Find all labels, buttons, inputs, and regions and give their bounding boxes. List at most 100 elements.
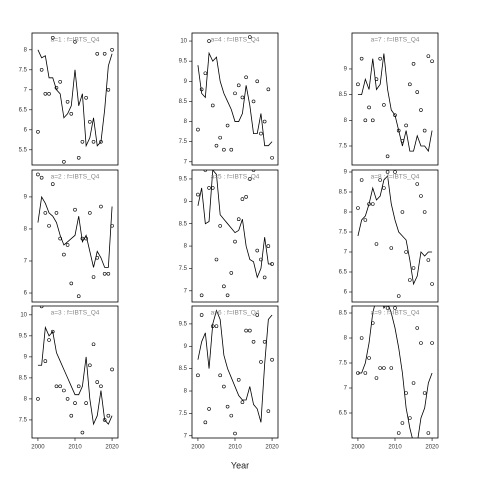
x-axis-label: Year (231, 460, 249, 470)
data-point (367, 356, 371, 360)
data-point (259, 257, 263, 262)
data-point (73, 207, 77, 212)
y-tick-label: 7 (184, 159, 188, 165)
data-point (359, 178, 364, 182)
panel: 6 7 8 9 a=2 : f=IBTS_Q4 (24, 169, 119, 303)
data-point (65, 397, 70, 401)
data-point (404, 391, 408, 395)
data-point (382, 366, 386, 370)
data-point (255, 248, 260, 253)
data-point (419, 108, 423, 112)
y-tick-label: 9 (24, 354, 28, 360)
data-point (415, 90, 420, 94)
y-tick-label: 6 (24, 127, 28, 133)
data-point (106, 88, 111, 92)
data-point (69, 281, 74, 286)
data-point (244, 195, 248, 199)
plot-area (196, 170, 274, 298)
data-point (69, 413, 74, 418)
y-tick-label: 10 (20, 312, 27, 318)
data-point (363, 118, 368, 123)
data-point (229, 271, 234, 275)
data-point (207, 407, 211, 411)
x-tick-label: 2010 (68, 445, 82, 451)
data-point (222, 147, 226, 152)
data-point (236, 378, 241, 382)
y-tick-label: 8 (184, 119, 188, 125)
data-point (203, 420, 208, 425)
data-point (404, 250, 408, 254)
data-point (266, 409, 271, 413)
data-point (91, 275, 96, 279)
data-point (393, 170, 397, 174)
y-tick-label: 9.5 (179, 321, 188, 327)
data-point (255, 79, 260, 84)
fit-line (357, 175, 433, 286)
data-point (207, 39, 211, 43)
data-point (240, 95, 245, 100)
data-point (62, 160, 66, 164)
panel-title: a=6 : f=IBTS_Q4 (211, 310, 260, 317)
panel-title: a=5 : f=IBTS_Q4 (211, 174, 260, 181)
data-point (225, 404, 230, 409)
data-point (236, 83, 241, 88)
data-point (207, 186, 211, 190)
panel-frame (351, 169, 439, 303)
data-point (203, 71, 208, 76)
y-tick-label: 7.5 (339, 361, 348, 367)
y-tick-label: 7 (24, 259, 28, 265)
data-point (430, 282, 434, 286)
data-point (91, 342, 96, 347)
data-point (266, 87, 271, 92)
data-point (240, 197, 245, 201)
data-point (408, 278, 412, 282)
data-point (236, 217, 241, 222)
data-point (411, 266, 416, 270)
panel-frame (31, 169, 119, 303)
data-point (36, 130, 40, 134)
data-point (222, 384, 226, 389)
data-point (36, 397, 40, 401)
y-tick-label: 8 (184, 244, 188, 250)
y-tick-label: 8 (184, 389, 188, 395)
fit-line (197, 170, 273, 279)
data-point (359, 336, 364, 340)
panel: 6.5 7 7.5 8 8.5 2000 2010 2020 a=9 : f=IBTS_Q4 (339, 305, 439, 451)
y-tick-label: 7 (184, 433, 188, 439)
data-point (382, 103, 386, 107)
panel-title: a=1 : f=IBTS_Q4 (51, 37, 100, 44)
data-point (248, 177, 252, 181)
panel-title: a=8 : f=IBTS_Q4 (371, 174, 420, 181)
data-point (36, 172, 40, 177)
data-point (65, 100, 70, 104)
data-point (43, 359, 48, 363)
data-point (400, 421, 405, 425)
data-point (39, 175, 44, 180)
data-point (430, 341, 434, 345)
data-point (422, 391, 427, 395)
data-point (422, 128, 427, 133)
y-tick-label: 8.5 (339, 190, 348, 196)
data-point (91, 140, 96, 144)
fit-line (37, 325, 113, 426)
y-tick-label: 7.5 (179, 139, 188, 145)
data-point (411, 381, 416, 385)
fit-line (357, 53, 433, 153)
y-tick-label: 8.5 (19, 375, 28, 381)
data-point (225, 123, 230, 128)
y-tick-label: 7 (24, 87, 28, 93)
y-tick-label: 7.5 (19, 67, 28, 73)
data-point (259, 360, 263, 364)
x-tick-label: 2010 (228, 445, 242, 451)
data-point (214, 324, 219, 328)
x-tick-label: 2000 (31, 445, 45, 451)
data-point (356, 206, 360, 210)
data-point (102, 51, 107, 56)
y-tick-label: 8.5 (339, 311, 348, 317)
data-point (210, 103, 215, 108)
y-tick-label: 6.5 (19, 107, 28, 113)
y-tick-label: 7.5 (179, 266, 188, 272)
data-point (419, 341, 423, 345)
y-tick-label: 6.5 (339, 270, 348, 276)
data-point (370, 118, 375, 123)
